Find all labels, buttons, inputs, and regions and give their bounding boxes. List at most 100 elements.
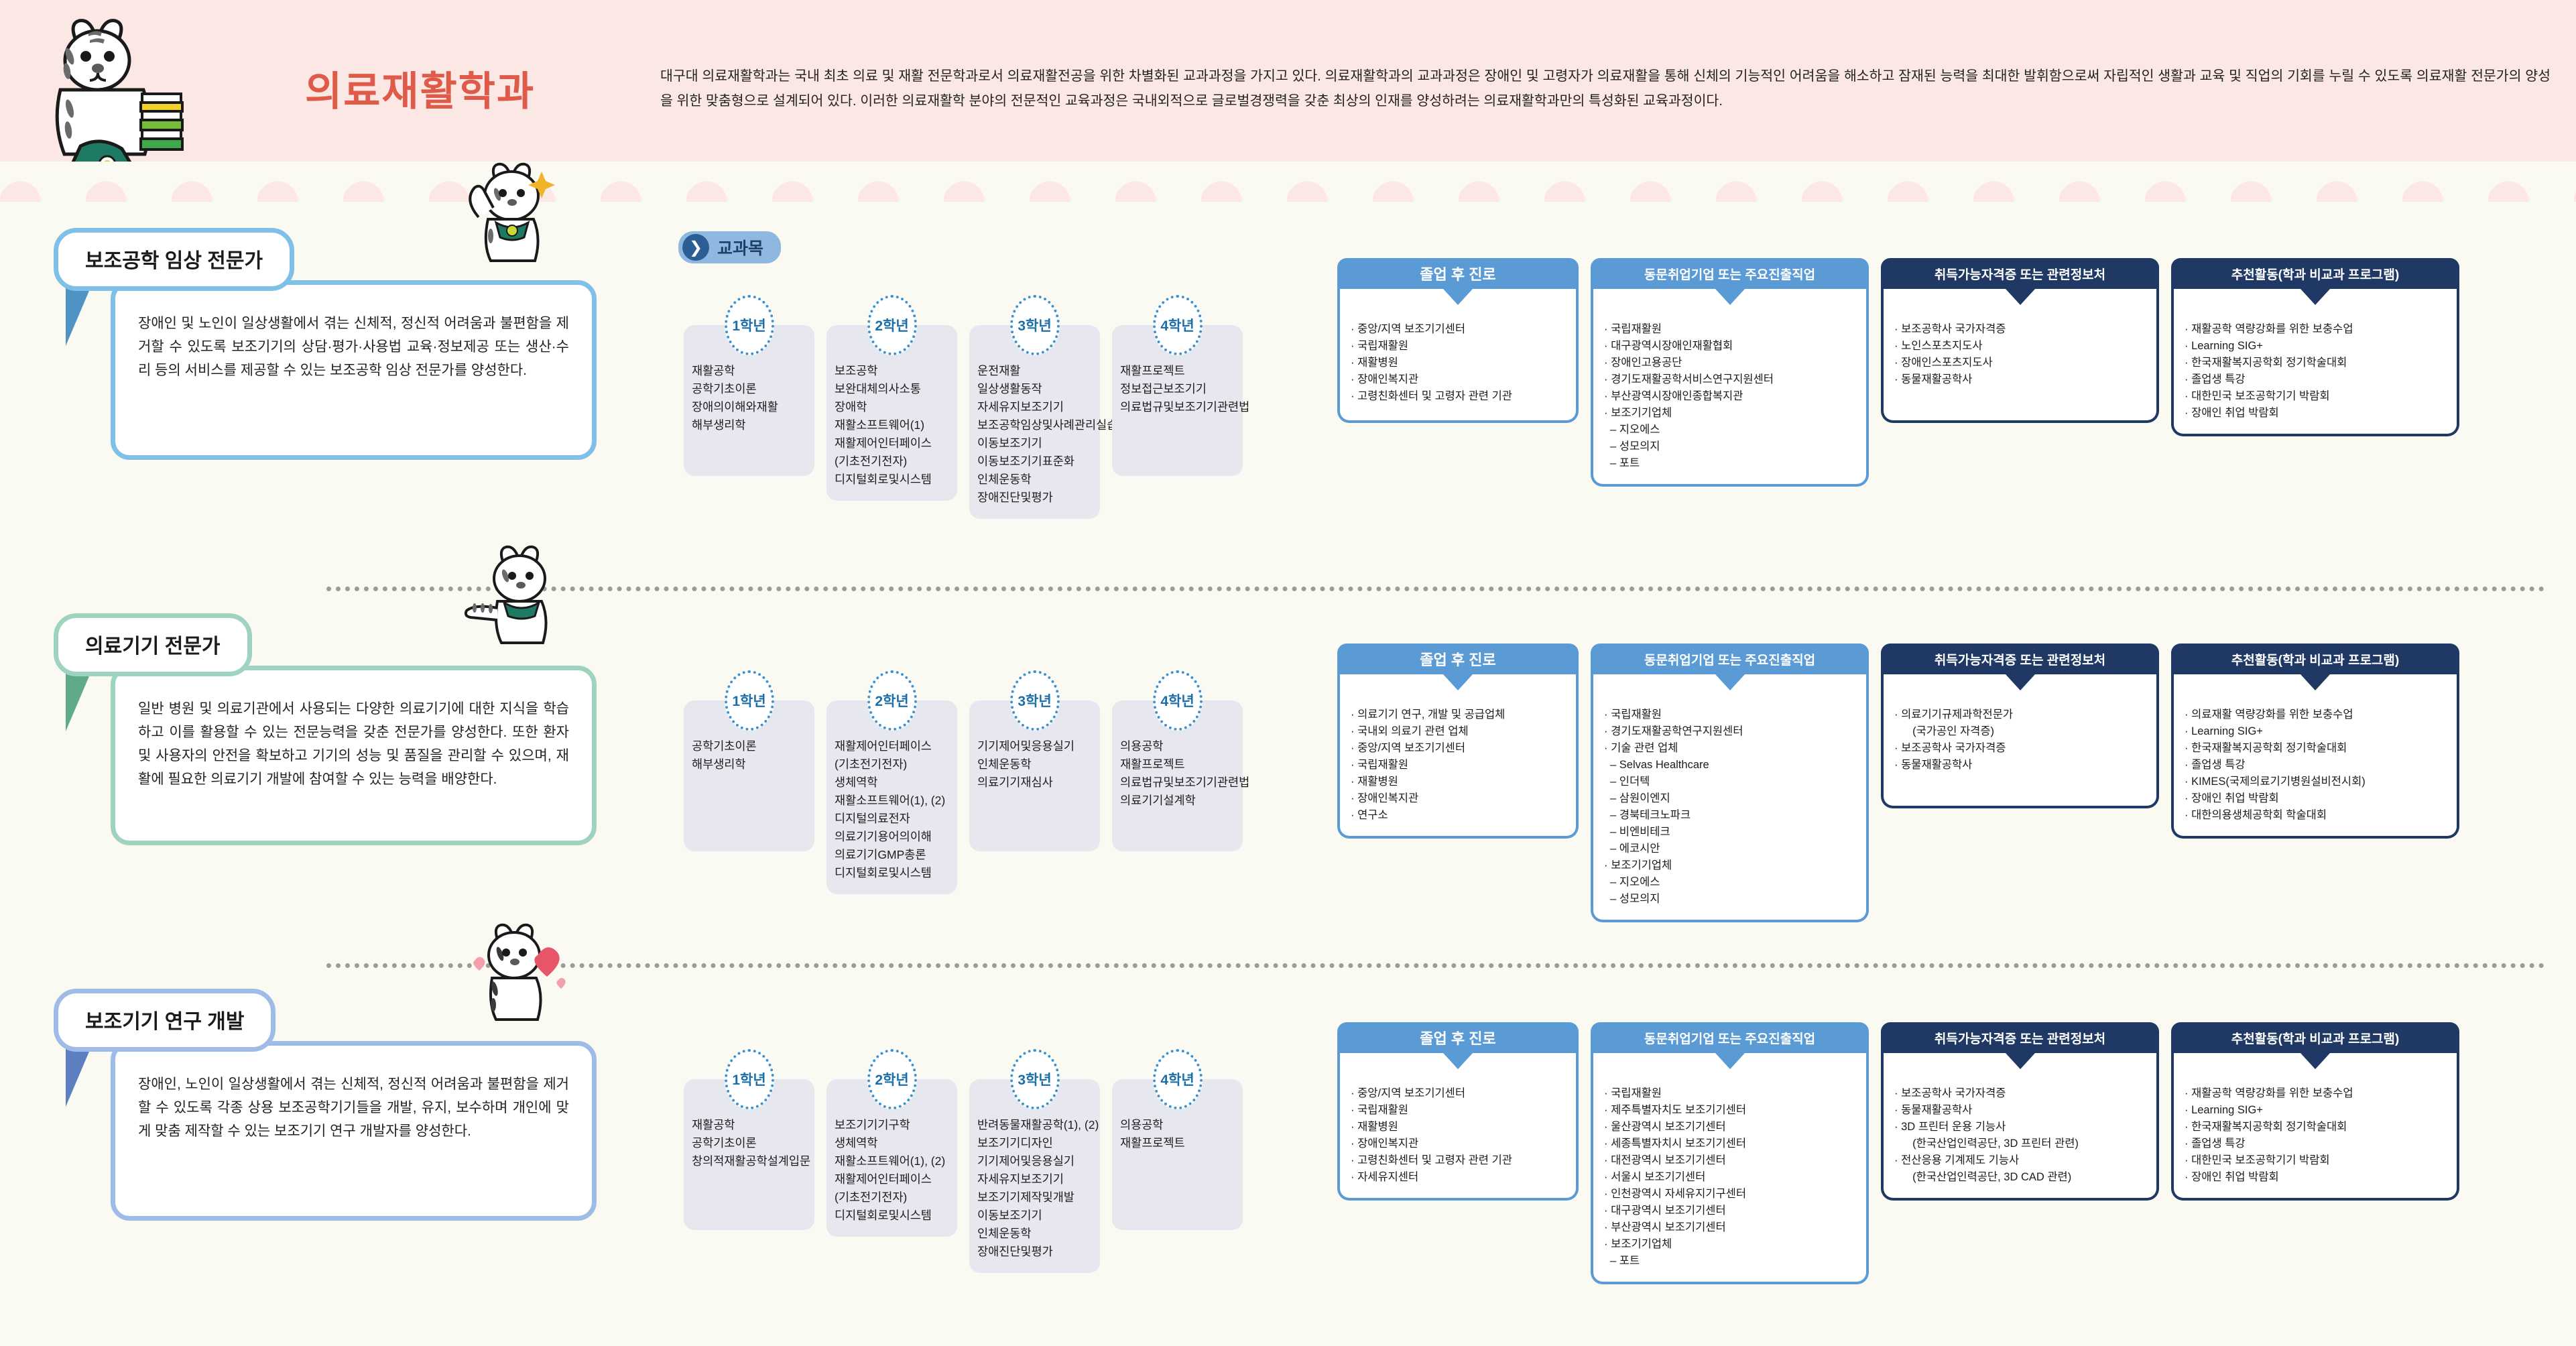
list-item: 재활제어인터페이스 <box>835 1172 932 1186</box>
card-notch-icon <box>1443 1053 1473 1069</box>
list-item: – 비엔비테크 <box>1610 826 1670 838</box>
list-item: · 대한민국 보조공학기기 박람회 <box>2185 1154 2330 1166</box>
list-item: · 울산광역시 보조기기센터 <box>1604 1121 1726 1133</box>
list-item: · 고령친화센터 및 고령자 관련 기관 <box>1351 1154 1512 1166</box>
year-column: 2학년 재활제어인터페이스 (기초전기전자) 생체역학 재활소프트웨어(1), (2)… <box>826 670 957 894</box>
list-item: · 재활공학 역량강화를 위한 보충수업 <box>2185 1087 2353 1099</box>
list-item: 재활소프트웨어(1), (2) <box>835 794 946 807</box>
year-column: 1학년 재활공학 공학기초이론 창의적재활공학설계입문 <box>684 1049 814 1273</box>
card-body: · 재활공학 역량강화를 위한 보충수업 · Learning SIG+ · 한국재… <box>2171 1053 2459 1201</box>
list-item: · 장애인고용공단 <box>1604 357 1682 369</box>
list-item: · Learning SIG+ <box>2185 725 2263 737</box>
year-badge: 3학년 <box>1009 670 1060 731</box>
list-item: · 의료기기 연구, 개발 및 공급업체 <box>1351 709 1506 721</box>
card-career: 졸업 후 진로 · 의료기기 연구, 개발 및 공급업체 · 국내외 의료기 관련… <box>1337 644 1579 922</box>
year-column: 3학년 반려동물재활공학(1), (2) 보조기기디자인 기기제어및응용실기 자세유지… <box>969 1049 1100 1273</box>
list-item: 의료법규및보조기기관련법 <box>1120 400 1250 414</box>
list-item: 보조기기디자인 <box>977 1136 1053 1150</box>
card-title: 동문취업기업 또는 주요진출직업 <box>1591 644 1869 674</box>
list-item: 의료기기설계학 <box>1120 794 1196 807</box>
list-item: – 경북테크노파크 <box>1610 809 1691 821</box>
year-column: 3학년 운전재활 일상생활동작 자세유지보조기기 보조공학임상및사례관리실습 이동보조기… <box>969 295 1117 519</box>
list-item: 기기제어및응용실기 <box>977 1154 1075 1168</box>
card-body: · 보조공학사 국가자격증 · 노인스포츠지도사 · 장애인스포츠지도사 · 동물재활… <box>1881 289 2159 423</box>
card-activities: 추천활동(학과 비교과 프로그램) · 의료재활 역량강화를 위한 보충수업 · … <box>2171 644 2459 922</box>
list-item: · 전산응용 기계제도 기능사 <box>1894 1154 2020 1166</box>
list-item: · 국립재활원 <box>1351 340 1408 352</box>
card-title: 졸업 후 진로 <box>1337 258 1579 289</box>
year-column: 4학년 의용공학 재활프로젝트 <box>1112 1049 1243 1273</box>
tiger-pointing-icon <box>456 541 570 648</box>
card-body: · 중앙/지역 보조기기센터 · 국립재활원 · 재활병원 · 장애인복지관 · 고령친… <box>1337 1053 1579 1201</box>
year-badge: 4학년 <box>1152 670 1203 731</box>
year-column: 1학년 공학기초이론 해부생리학 <box>684 670 814 894</box>
list-item: · 부산광역시 보조기기센터 <box>1604 1221 1726 1233</box>
curriculum-years: 1학년 재활공학 공학기초이론 장애의이해와재활 해부생리학 2학년 보조공학 보완대체… <box>684 295 1250 519</box>
list-item: · 졸업생 특강 <box>2185 1138 2246 1150</box>
card-notch-icon <box>2005 674 2035 690</box>
list-item: 재활소프트웨어(1), (2) <box>835 1154 946 1168</box>
list-item: 의용공학 <box>1120 1118 1164 1131</box>
list-item: · 국립재활원 <box>1604 323 1662 335</box>
tiger-with-laptop-icon <box>54 19 214 181</box>
card-certificates: 취득가능자격증 또는 관련정보처 · 의료기기규제과학전문가 (국가공인 자격증… <box>1881 644 2159 922</box>
card-activities: 추천활동(학과 비교과 프로그램) · 재활공학 역량강화를 위한 보충수업 · … <box>2171 258 2459 487</box>
list-item: 자세유지보조기기 <box>977 1172 1064 1186</box>
track-title: 보조공학 임상 전문가 <box>54 228 295 291</box>
list-item: · 보조기기업체 <box>1604 407 1672 419</box>
card-title: 동문취업기업 또는 주요진출직업 <box>1591 1022 1869 1053</box>
list-item: (기초전기전자) <box>835 1190 908 1204</box>
card-title: 취득가능자격증 또는 관련정보처 <box>1881 1022 2159 1053</box>
year-badge: 2학년 <box>867 295 917 355</box>
card-body: · 의료기기 연구, 개발 및 공급업체 · 국내외 의료기 관련 업체 · 중앙/… <box>1337 674 1579 839</box>
list-item: 이동보조기기표준화 <box>977 454 1075 468</box>
track-title: 의료기기 전문가 <box>54 613 252 676</box>
list-item: 이동보조기기 <box>977 436 1042 450</box>
year-course-list: 재활제어인터페이스 (기초전기전자) 생체역학 재활소프트웨어(1), (2) 디지털의… <box>826 700 957 894</box>
list-item: · 노인스포츠지도사 <box>1894 340 1983 352</box>
card-body: · 의료재활 역량강화를 위한 보충수업 · Learning SIG+ · 한국재… <box>2171 674 2459 839</box>
list-item: · 중앙/지역 보조기기센터 <box>1351 742 1466 754</box>
year-badge: 3학년 <box>1009 1049 1060 1109</box>
list-item: · 대구광역시 보조기기센터 <box>1604 1205 1726 1217</box>
card-title: 동문취업기업 또는 주요진출직업 <box>1591 258 1869 289</box>
card-activities: 추천활동(학과 비교과 프로그램) · 재활공학 역량강화를 위한 보충수업 · … <box>2171 1022 2459 1284</box>
list-item: · 경기도재활공학서비스연구지원센터 <box>1604 373 1774 385</box>
year-course-list: 반려동물재활공학(1), (2) 보조기기디자인 기기제어및응용실기 자세유지보조기기… <box>969 1079 1100 1273</box>
list-item: 재활소프트웨어(1) <box>835 418 925 432</box>
list-item: – Selvas Healthcare <box>1610 759 1709 771</box>
list-item: · 장애인 취업 박람회 <box>2185 407 2279 419</box>
page-header: 의료재활학과 대구대 의료재활학과는 국내 최초 의료 및 재활 전문학과로서 … <box>0 0 2576 202</box>
list-item: · 인천광역시 자세유지기구센터 <box>1604 1188 1747 1200</box>
card-notch-icon <box>1715 289 1745 305</box>
year-course-list: 운전재활 일상생활동작 자세유지보조기기 보조공학임상및사례관리실습 이동보조기기 이동보… <box>969 325 1117 519</box>
list-item: · 의료기기규제과학전문가 <box>1894 709 2014 721</box>
year-badge: 4학년 <box>1152 1049 1203 1109</box>
list-item: · 중앙/지역 보조기기센터 <box>1351 1087 1466 1099</box>
list-item: 이동보조기기 <box>977 1209 1042 1222</box>
list-item: · 졸업생 특강 <box>2185 759 2246 771</box>
list-item: (기초전기전자) <box>835 757 908 771</box>
list-item: – 성모의지 <box>1610 893 1660 905</box>
card-employers: 동문취업기업 또는 주요진출직업 · 국립재활원 · 경기도재활공학연구지원센터 ·… <box>1591 644 1869 922</box>
list-item: · 국내외 의료기 관련 업체 <box>1351 725 1469 737</box>
card-notch-icon <box>2301 674 2330 690</box>
list-item: · 대한의용생체공학회 학술대회 <box>2185 809 2327 821</box>
list-item: (한국산업인력공단, 3D 프린터 관련) <box>1906 1138 2079 1150</box>
year-badge: 2학년 <box>867 1049 917 1109</box>
list-item: (기초전기전자) <box>835 454 908 468</box>
list-item: · 자세유지센터 <box>1351 1171 1419 1183</box>
list-item: · 부산광역시장애인종합복지관 <box>1604 390 1743 402</box>
card-body: · 중앙/지역 보조기기센터 · 국립재활원 · 재활병원 · 장애인복지관 · 고령친… <box>1337 289 1579 423</box>
list-item: 디지털회로및시스템 <box>835 866 932 879</box>
year-badge: 1학년 <box>724 670 774 731</box>
list-item: 재활제어인터페이스 <box>835 436 932 450</box>
list-item: – 에코시안 <box>1610 843 1660 855</box>
list-item: · 한국재활복지공학회 정기학술대회 <box>2185 1121 2347 1133</box>
curriculum-years: 1학년 재활공학 공학기초이론 창의적재활공학설계입문 2학년 보조기기기구학 생체역… <box>684 1049 1243 1273</box>
page-title: 의료재활학과 <box>305 69 536 114</box>
list-item: 보조기기제작및개발 <box>977 1190 1075 1204</box>
card-notch-icon <box>2005 289 2035 305</box>
list-item: · 한국재활복지공학회 정기학술대회 <box>2185 357 2347 369</box>
year-badge: 3학년 <box>1009 295 1060 355</box>
